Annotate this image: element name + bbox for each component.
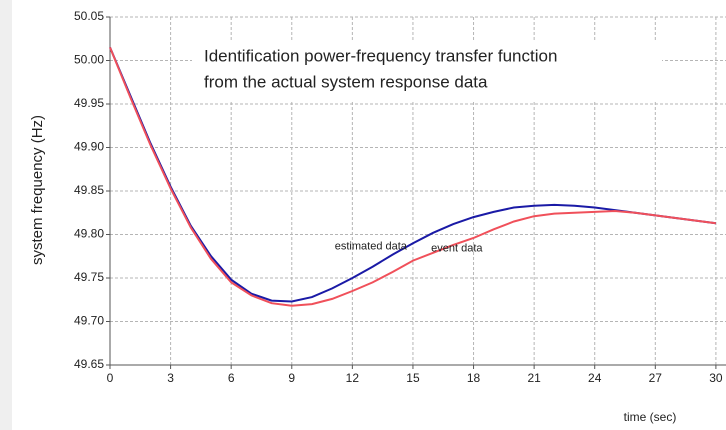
x-tick-label: 27: [649, 371, 663, 385]
y-tick-label: 49.70: [74, 314, 104, 328]
y-tick-label: 49.65: [74, 357, 104, 371]
x-tick-label: 30: [709, 371, 723, 385]
chart-title: Identification power-frequency transfer …: [204, 46, 557, 65]
x-tick-label: 15: [406, 371, 420, 385]
x-axis-label: time (sec): [624, 410, 677, 424]
y-tick-label: 49.95: [74, 96, 104, 110]
chart-title: from the actual system response data: [204, 72, 488, 91]
title-box: [192, 40, 662, 102]
x-tick-label: 0: [107, 371, 114, 385]
series-line: [109, 47, 717, 307]
x-tick-label: 18: [467, 371, 481, 385]
y-tick-label: 49.80: [74, 227, 104, 241]
y-tick-label: 49.90: [74, 140, 104, 154]
y-axis-label: system frequency (Hz): [29, 115, 46, 265]
x-tick-label: 6: [228, 371, 235, 385]
y-tick-label: 50.00: [74, 53, 104, 67]
x-tick-label: 9: [288, 371, 295, 385]
x-tick-label: 12: [346, 371, 360, 385]
x-tick-label: 24: [588, 371, 602, 385]
series-label: event data: [431, 243, 483, 255]
y-tick-label: 50.05: [74, 9, 104, 23]
x-tick-label: 3: [167, 371, 174, 385]
series-label: estimated data: [335, 240, 408, 252]
y-tick-label: 49.85: [74, 183, 104, 197]
y-tick-label: 49.75: [74, 270, 104, 284]
x-tick-label: 21: [527, 371, 541, 385]
